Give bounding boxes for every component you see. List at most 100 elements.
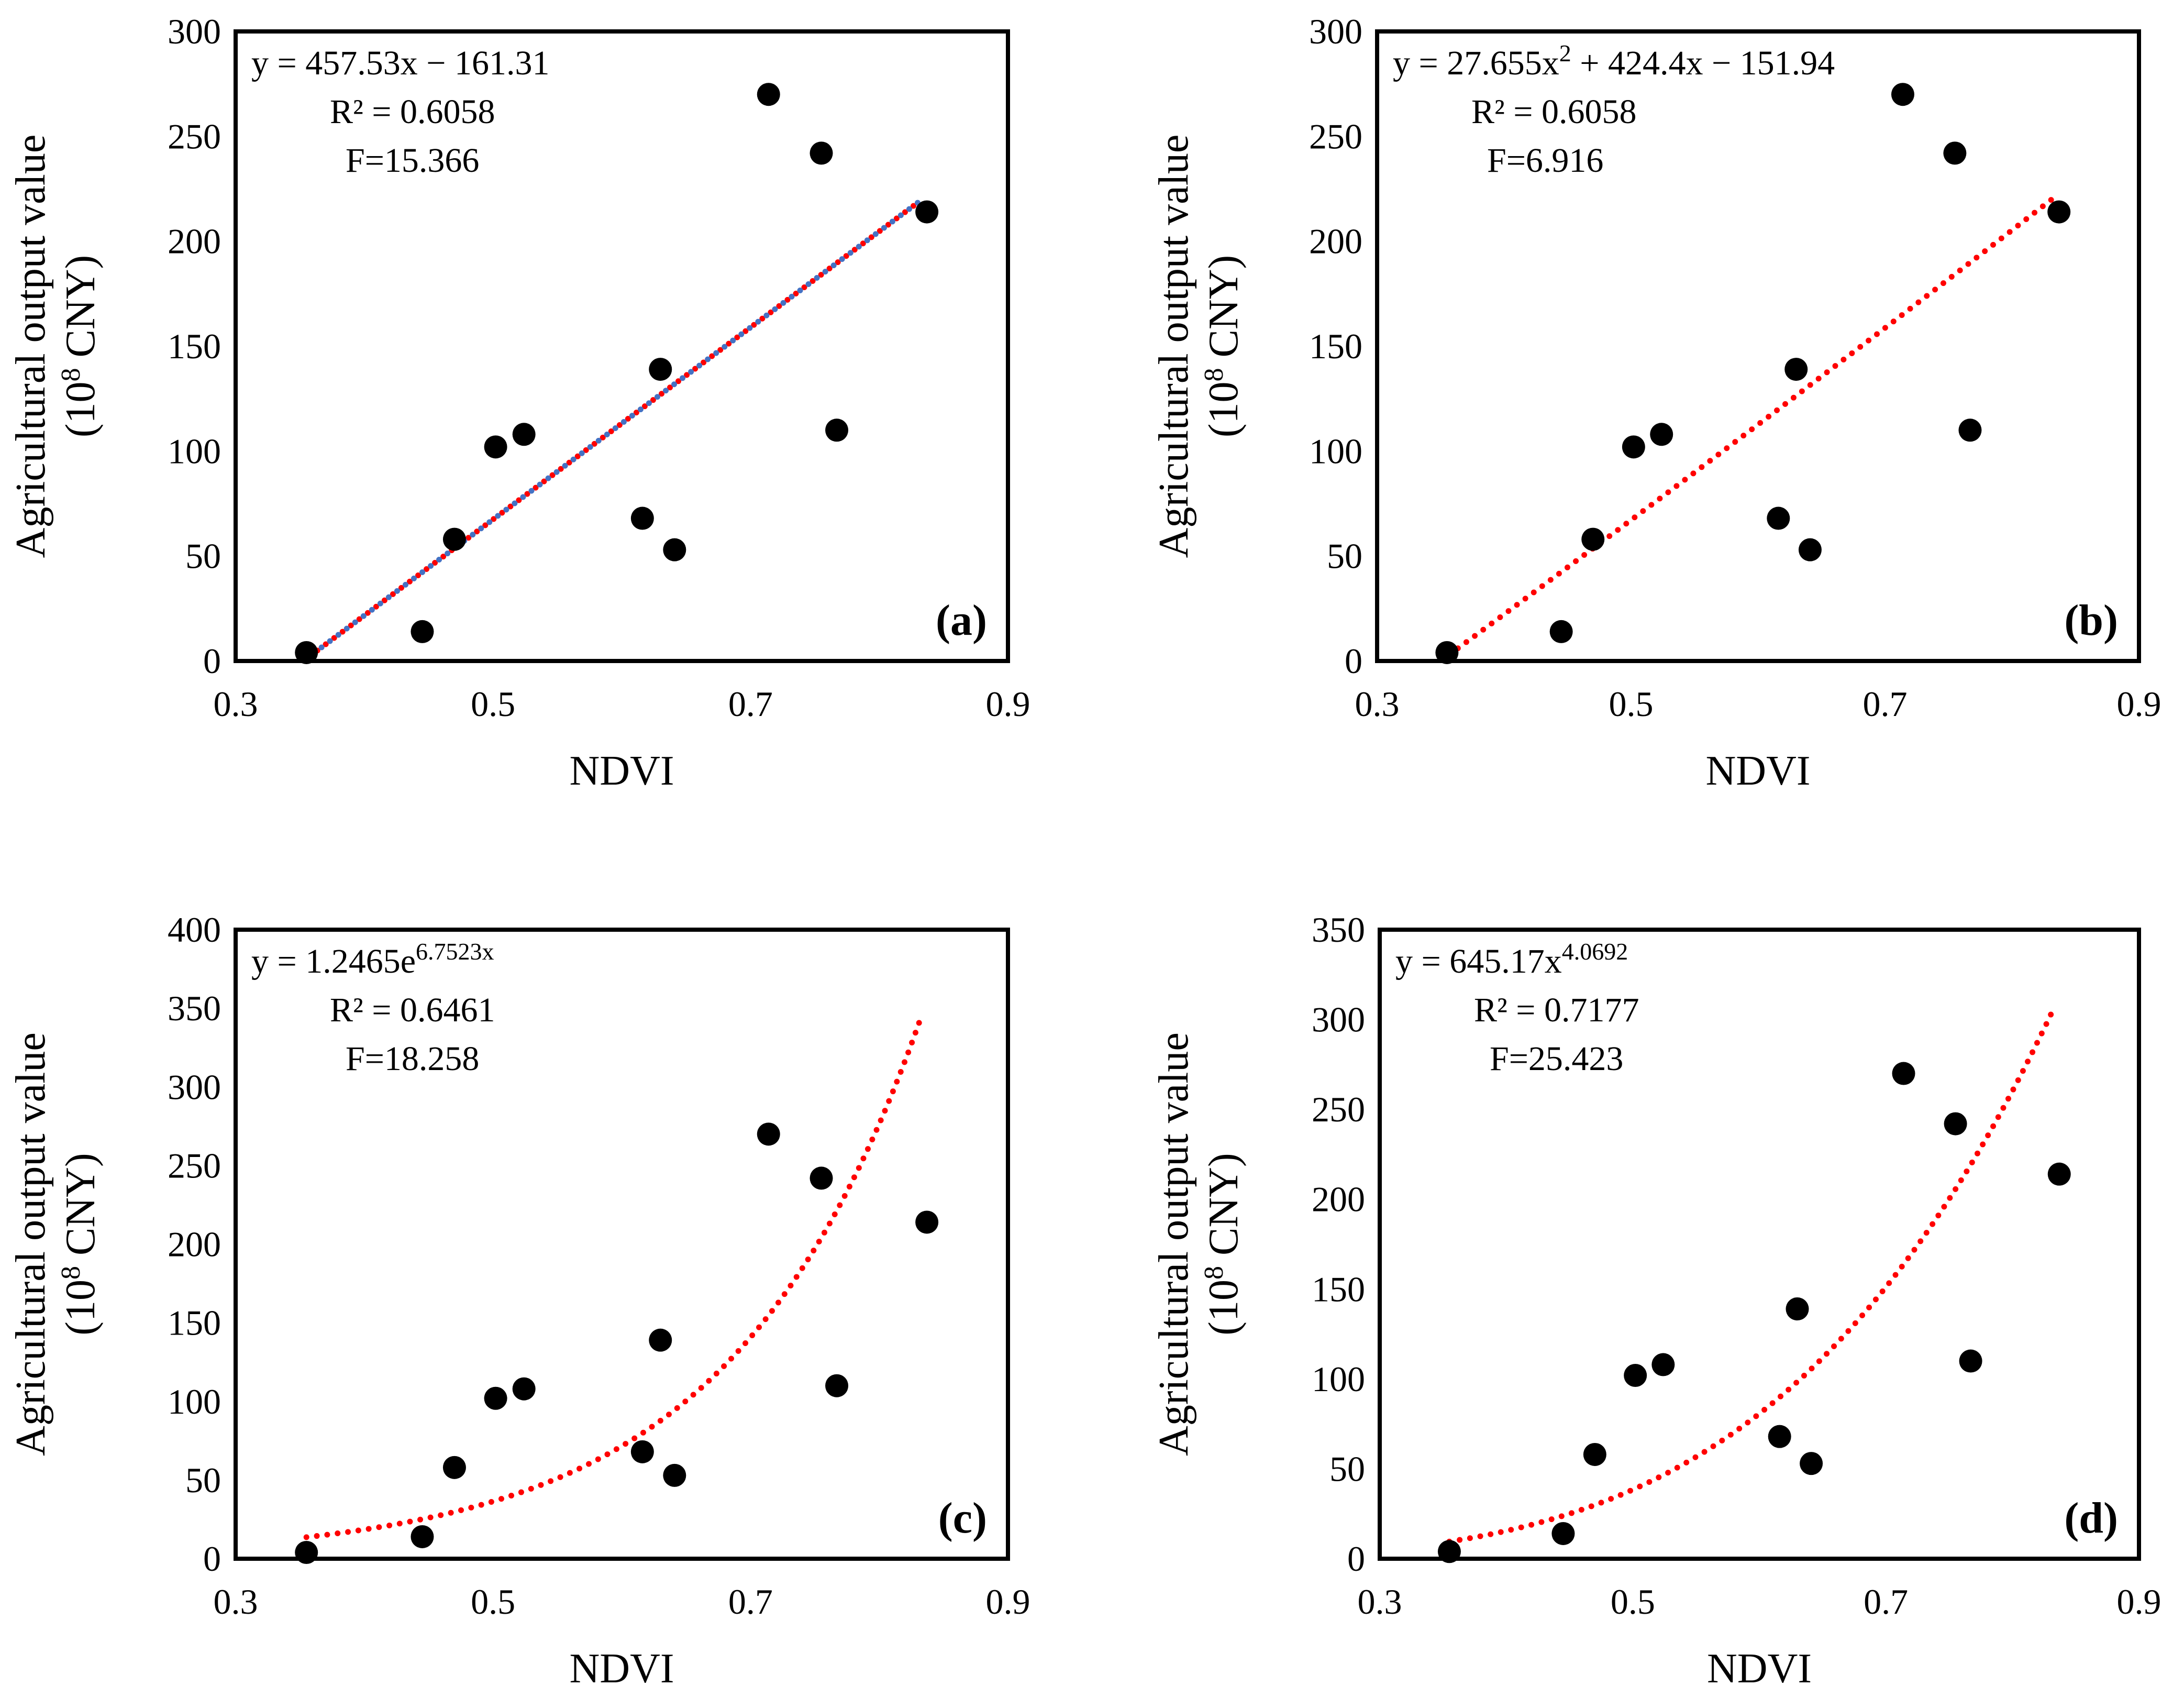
y-tick-label: 100 xyxy=(1309,431,1362,471)
y-tick-label: 250 xyxy=(1309,116,1362,156)
data-point xyxy=(1551,1522,1575,1545)
fit-equation-main: y = 1.2465e xyxy=(251,942,416,980)
y-tick-label: 350 xyxy=(1312,910,1365,950)
data-point xyxy=(1581,527,1605,551)
y-axis-title-unit-prefix: (10 xyxy=(58,381,104,437)
y-axis-title-line1: Agricultural output value xyxy=(8,1032,54,1456)
data-point xyxy=(442,527,466,551)
y-tick-label: 200 xyxy=(168,222,221,261)
data-point xyxy=(1798,538,1822,561)
x-tick-label: 0.5 xyxy=(1609,684,1654,724)
y-axis-title-unit-suffix: CNY) xyxy=(1201,255,1247,368)
data-point xyxy=(649,1328,672,1352)
data-point xyxy=(295,641,318,664)
data-point xyxy=(1435,641,1459,664)
y-tick-label: 200 xyxy=(168,1225,221,1264)
y-axis-title-unit-superscript: 8 xyxy=(56,1266,86,1280)
chart-panel-c: 0 50 100 150 200 250 300 350 400 0.3 0.5 0.7 0.9 NDVI… xyxy=(8,910,1030,1692)
y-tick-label: 50 xyxy=(185,536,221,576)
data-point xyxy=(1624,1363,1647,1387)
y-axis-title-line2: (108 CNY) xyxy=(56,1153,104,1335)
fit-equation-superscript: 2 xyxy=(1559,40,1571,67)
data-point xyxy=(1651,1353,1675,1376)
y-tick-label: 250 xyxy=(168,1145,221,1185)
y-tick-label: 50 xyxy=(1327,536,1362,576)
chart-panel-b: 0 50 100 150 200 250 300 0.3 0.5 0.7 0.9 NDVI Agricu… xyxy=(1151,12,2161,794)
y-axis-title-unit-superscript: 8 xyxy=(1199,368,1229,381)
x-tick-label: 0.7 xyxy=(728,684,773,724)
panel-label: (b) xyxy=(2064,596,2118,645)
fit-equation: y = 1.2465e6.7523x xyxy=(251,938,494,981)
data-point xyxy=(1437,1540,1461,1563)
y-tick-label: 200 xyxy=(1309,222,1362,261)
x-tick-label: 0.7 xyxy=(1864,1582,1908,1622)
trendline-red xyxy=(303,1016,924,1540)
data-point xyxy=(630,1440,654,1463)
data-point xyxy=(295,1540,318,1564)
data-point xyxy=(1943,141,1967,165)
plot-frame xyxy=(1375,29,2141,663)
data-point xyxy=(825,418,849,442)
y-axis-title-unit-suffix: CNY) xyxy=(58,255,104,368)
y-axis-title-unit-suffix: CNY) xyxy=(58,1153,104,1266)
f-statistic-label: F=15.366 xyxy=(346,141,479,180)
data-point xyxy=(1944,1112,1967,1136)
y-axis-title-line1: Agricultural output value xyxy=(8,135,54,558)
y-axis-title-unit-prefix: (10 xyxy=(58,1280,104,1336)
x-tick-label: 0.9 xyxy=(986,1582,1030,1622)
x-tick-label: 0.5 xyxy=(471,1582,515,1622)
y-tick-label: 300 xyxy=(1309,12,1362,51)
fit-equation-main: y = 457.53x − 161.31 xyxy=(251,44,549,82)
y-tick-label: 150 xyxy=(168,326,221,366)
x-tick-label: 0.3 xyxy=(1355,684,1400,724)
y-tick-label: 250 xyxy=(168,116,221,156)
fit-equation: y = 27.655x2 + 424.4x − 151.94 xyxy=(1393,40,1835,83)
data-point xyxy=(442,1456,466,1479)
y-axis-title-unit-superscript: 8 xyxy=(56,368,86,381)
data-point xyxy=(757,83,780,106)
data-point xyxy=(411,1525,434,1548)
x-tick-label: 0.7 xyxy=(1863,684,1908,724)
fit-equation-superscript: 6.7523x xyxy=(416,938,494,965)
plot-frame xyxy=(234,29,1010,663)
y-tick-label: 0 xyxy=(203,1539,221,1579)
data-point xyxy=(1958,418,1982,442)
y-axis-title-unit-prefix: (10 xyxy=(1201,1280,1247,1336)
y-tick-label: 150 xyxy=(1309,326,1362,366)
y-axis-title-unit-prefix: (10 xyxy=(1201,381,1247,437)
y-tick-label: 200 xyxy=(1312,1180,1365,1219)
r-squared-label: R² = 0.7177 xyxy=(1474,991,1639,1029)
x-axis-title: NDVI xyxy=(570,748,674,794)
x-axis-title: NDVI xyxy=(1707,1646,1812,1692)
x-tick-label: 0.7 xyxy=(728,1582,773,1622)
data-point xyxy=(1959,1349,1982,1373)
x-tick-label: 0.9 xyxy=(986,684,1030,724)
panel-label: (d) xyxy=(2064,1494,2118,1542)
data-point xyxy=(1767,506,1790,530)
data-point xyxy=(2047,1162,2071,1186)
f-statistic-label: F=6.916 xyxy=(1487,141,1603,180)
fit-equation-main: y = 27.655x xyxy=(1393,44,1559,82)
y-tick-label: 50 xyxy=(1329,1449,1365,1489)
f-statistic-label: F=25.423 xyxy=(1490,1040,1623,1078)
panel-label: (c) xyxy=(938,1494,987,1542)
data-point xyxy=(1583,1442,1606,1466)
fit-equation: y = 645.17x4.0692 xyxy=(1395,938,1628,981)
data-point xyxy=(649,358,672,381)
x-tick-label: 0.9 xyxy=(2117,684,2161,724)
r-squared-label: R² = 0.6461 xyxy=(330,991,495,1029)
y-tick-label: 0 xyxy=(203,641,221,681)
x-tick-label: 0.3 xyxy=(214,684,258,724)
trendline-red xyxy=(1446,195,2056,658)
y-tick-label: 0 xyxy=(1347,1539,1365,1579)
data-point xyxy=(512,1377,536,1401)
trendline-blue xyxy=(306,197,924,660)
data-point xyxy=(810,141,833,165)
data-point xyxy=(825,1374,849,1397)
data-point xyxy=(1891,83,1914,106)
y-tick-label: 250 xyxy=(1312,1089,1365,1129)
data-point xyxy=(810,1166,833,1190)
data-point xyxy=(1549,620,1573,643)
y-tick-label: 400 xyxy=(168,910,221,950)
y-tick-label: 300 xyxy=(168,1067,221,1107)
